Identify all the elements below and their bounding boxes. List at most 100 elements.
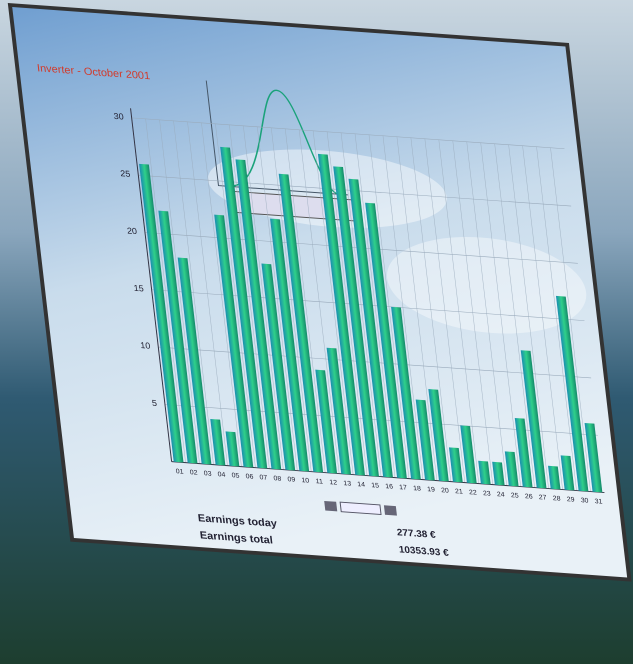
- x-tick-label: 08: [273, 475, 282, 482]
- x-tick-label: 21: [455, 488, 464, 495]
- bar: [560, 455, 575, 491]
- x-tick-label: 11: [315, 478, 323, 485]
- bar: [415, 399, 435, 481]
- grid-line-vertical: [229, 124, 270, 469]
- x-tick-label: 01: [175, 468, 184, 475]
- inset-curve: [228, 89, 339, 195]
- grid-line-vertical: [326, 131, 368, 476]
- x-tick-label: 13: [343, 480, 352, 487]
- x-tick-label: 14: [357, 481, 366, 488]
- bar: [584, 422, 603, 493]
- bar: [158, 210, 198, 464]
- x-tick-label: 19: [427, 486, 436, 493]
- y-tick-label: 10: [140, 340, 151, 350]
- grid-line-vertical: [466, 141, 507, 486]
- x-tick-label: 24: [497, 491, 506, 498]
- grid-line-vertical: [271, 127, 312, 472]
- x-tick-label: 27: [538, 494, 547, 501]
- x-tick-label: 02: [189, 469, 198, 476]
- x-tick-label: 06: [245, 473, 254, 480]
- earnings-label: Earnings today: [197, 512, 277, 529]
- bar: [555, 295, 589, 492]
- x-tick-label: 12: [329, 479, 338, 486]
- grid-line-vertical: [159, 119, 200, 464]
- bar: [139, 163, 184, 463]
- bar: [261, 263, 296, 471]
- x-tick-label: 20: [441, 487, 450, 494]
- bar: [548, 465, 561, 490]
- x-tick-label: 22: [469, 489, 478, 496]
- bar: [492, 461, 505, 486]
- grid-line-vertical: [215, 123, 256, 468]
- bar: [348, 178, 393, 478]
- bar: [225, 431, 240, 467]
- x-tick-label: 05: [231, 472, 240, 479]
- bar: [235, 159, 282, 470]
- grid-line-vertical: [550, 147, 591, 492]
- earnings-value: 277.38 €: [396, 527, 436, 541]
- grid-line-vertical: [173, 120, 214, 465]
- y-axis: [130, 108, 173, 462]
- bar: [520, 350, 547, 489]
- grid-line-vertical: [312, 130, 354, 475]
- bar: [278, 173, 324, 473]
- bar: [478, 460, 491, 485]
- grid-line-vertical: [145, 118, 186, 463]
- bar: [333, 166, 379, 477]
- grid-line-vertical: [396, 136, 438, 481]
- grid-line-vertical: [285, 128, 326, 473]
- x-tick-label: 07: [259, 474, 268, 481]
- grid-line-vertical: [299, 129, 340, 474]
- x-tick-label: 29: [566, 496, 575, 503]
- grid-line-vertical: [452, 140, 493, 485]
- inset-axis: [205, 80, 348, 196]
- grid-line-vertical: [243, 125, 284, 470]
- x-tick-label: 15: [371, 482, 380, 489]
- nav-button[interactable]: [324, 500, 338, 512]
- bar: [460, 425, 477, 484]
- bar: [214, 214, 254, 468]
- bar: [220, 146, 268, 469]
- bar: [326, 347, 352, 475]
- grid-line-vertical: [508, 144, 549, 489]
- cloud: [386, 236, 587, 334]
- x-tick-label: 10: [301, 477, 310, 484]
- screen-frame: [7, 2, 632, 582]
- x-tick-label: 25: [511, 492, 520, 499]
- grid-line-vertical: [536, 146, 577, 491]
- grid-line-vertical: [368, 134, 410, 479]
- bar: [315, 369, 338, 474]
- y-tick-label: 20: [126, 226, 137, 236]
- x-tick-label: 17: [399, 484, 408, 491]
- x-tick-label: 28: [552, 495, 561, 502]
- grid-line-vertical: [340, 132, 382, 477]
- y-tick-label: 5: [151, 398, 157, 408]
- bar: [428, 389, 449, 482]
- grid-line-vertical: [494, 143, 535, 488]
- x-tick-label: 26: [525, 493, 534, 500]
- y-tick-label: 15: [133, 283, 144, 293]
- bar: [391, 306, 421, 480]
- bar: [270, 218, 310, 472]
- grid-line-vertical: [382, 135, 424, 480]
- bar: [504, 451, 519, 487]
- date-field[interactable]: [339, 501, 382, 515]
- grid-line-vertical: [410, 137, 452, 482]
- bar: [514, 417, 533, 488]
- x-tick-label: 30: [580, 497, 589, 504]
- nav-button[interactable]: [383, 505, 397, 516]
- earnings-label: Earnings total: [199, 530, 273, 547]
- grid-line-vertical: [187, 121, 228, 466]
- grid-line-vertical: [424, 138, 466, 483]
- x-tick-label: 18: [413, 485, 422, 492]
- x-tick-label: 04: [217, 471, 226, 478]
- grid-line: [131, 117, 565, 150]
- bar: [177, 257, 212, 465]
- grid-line-vertical: [522, 145, 563, 490]
- grid-line-vertical: [354, 133, 396, 478]
- bar: [448, 447, 463, 483]
- grid-line-vertical: [480, 142, 521, 487]
- x-tick-label: 23: [483, 490, 492, 497]
